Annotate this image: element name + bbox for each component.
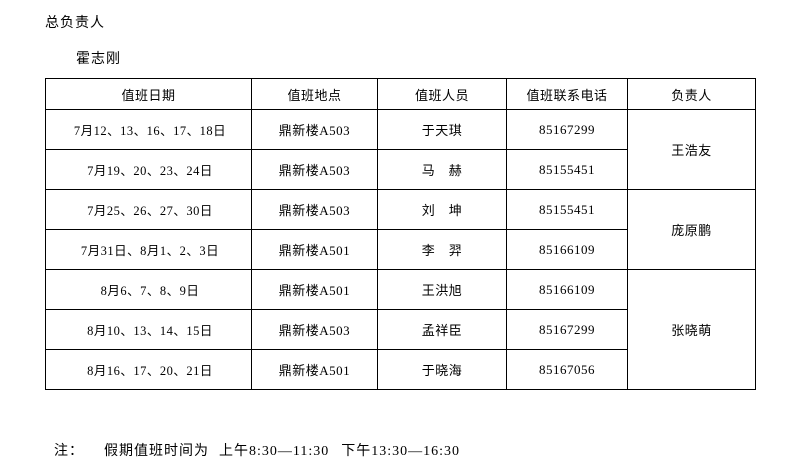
table-row: 7月19、20、23、24日 鼎新楼A503 马 赫 85155451 <box>45 149 756 190</box>
footnote-morning-time: 上午8:30—11:30 <box>219 444 330 459</box>
date-cell: 7月31日、8月1、2、3日 <box>45 229 252 270</box>
phone-cell: 85167299 <box>506 109 628 150</box>
date-cell: 7月19、20、23、24日 <box>45 149 252 190</box>
page-title: 总负责人 <box>45 16 105 31</box>
location-cell: 鼎新楼A501 <box>251 229 378 270</box>
footnote-text: 假期值班时间为 <box>104 444 209 459</box>
person-cell: 王洪旭 <box>377 269 507 310</box>
column-header-duty-person: 值班人员 <box>377 78 507 110</box>
location-cell: 鼎新楼A503 <box>251 149 378 190</box>
person-cell: 于天琪 <box>377 109 507 150</box>
column-header-duty-location: 值班地点 <box>251 78 378 110</box>
table-row: 7月12、13、16、17、18日 鼎新楼A503 于天琪 85167299 王… <box>45 109 756 190</box>
date-cell: 7月12、13、16、17、18日 <box>45 109 252 150</box>
duty-schedule-table: 值班日期 值班地点 值班人员 值班联系电话 负责人 7月12、13、16、17、… <box>45 78 756 390</box>
manager-name: 霍志刚 <box>76 52 121 67</box>
person-cell: 马 赫 <box>377 149 507 190</box>
person-cell: 李 羿 <box>377 229 507 270</box>
phone-cell: 85167056 <box>506 349 628 390</box>
person-cell: 于晓海 <box>377 349 507 390</box>
date-cell: 7月25、26、27、30日 <box>45 189 252 230</box>
location-cell: 鼎新楼A501 <box>251 269 378 310</box>
table-row: 7月25、26、27、30日 鼎新楼A503 刘 坤 85155451 庞原鹏 <box>45 189 756 270</box>
date-cell: 8月16、17、20、21日 <box>45 349 252 390</box>
location-cell: 鼎新楼A503 <box>251 109 378 150</box>
supervisor-cell: 庞原鹏 <box>627 189 756 270</box>
table-row: 8月10、13、14、15日 鼎新楼A503 孟祥臣 85167299 <box>45 309 756 350</box>
supervisor-cell: 张晓萌 <box>627 269 756 390</box>
date-cell: 8月6、7、8、9日 <box>45 269 252 310</box>
column-header-duty-phone: 值班联系电话 <box>506 78 628 110</box>
footnote-label: 注： <box>54 444 84 459</box>
location-cell: 鼎新楼A501 <box>251 349 378 390</box>
phone-cell: 85166109 <box>506 229 628 270</box>
table-row: 8月6、7、8、9日 鼎新楼A501 王洪旭 85166109 张晓萌 <box>45 269 756 390</box>
phone-cell: 85155451 <box>506 149 628 190</box>
date-cell: 8月10、13、14、15日 <box>45 309 252 350</box>
supervisor-cell: 王浩友 <box>627 109 756 190</box>
phone-cell: 85166109 <box>506 269 628 310</box>
person-cell: 孟祥臣 <box>377 309 507 350</box>
location-cell: 鼎新楼A503 <box>251 309 378 350</box>
column-header-duty-date: 值班日期 <box>45 78 252 110</box>
table-row: 8月16、17、20、21日 鼎新楼A501 于晓海 85167056 <box>45 349 756 390</box>
table-row: 7月31日、8月1、2、3日 鼎新楼A501 李 羿 85166109 <box>45 229 756 270</box>
footnote: 注： 假期值班时间为 上午8:30—11:30 下午13:30—16:30 <box>45 424 472 460</box>
footnote-afternoon-time: 下午13:30—16:30 <box>341 444 461 459</box>
table-header-row: 值班日期 值班地点 值班人员 值班联系电话 负责人 <box>45 78 756 110</box>
phone-cell: 85167299 <box>506 309 628 350</box>
person-cell: 刘 坤 <box>377 189 507 230</box>
column-header-supervisor: 负责人 <box>627 78 756 110</box>
phone-cell: 85155451 <box>506 189 628 230</box>
location-cell: 鼎新楼A503 <box>251 189 378 230</box>
